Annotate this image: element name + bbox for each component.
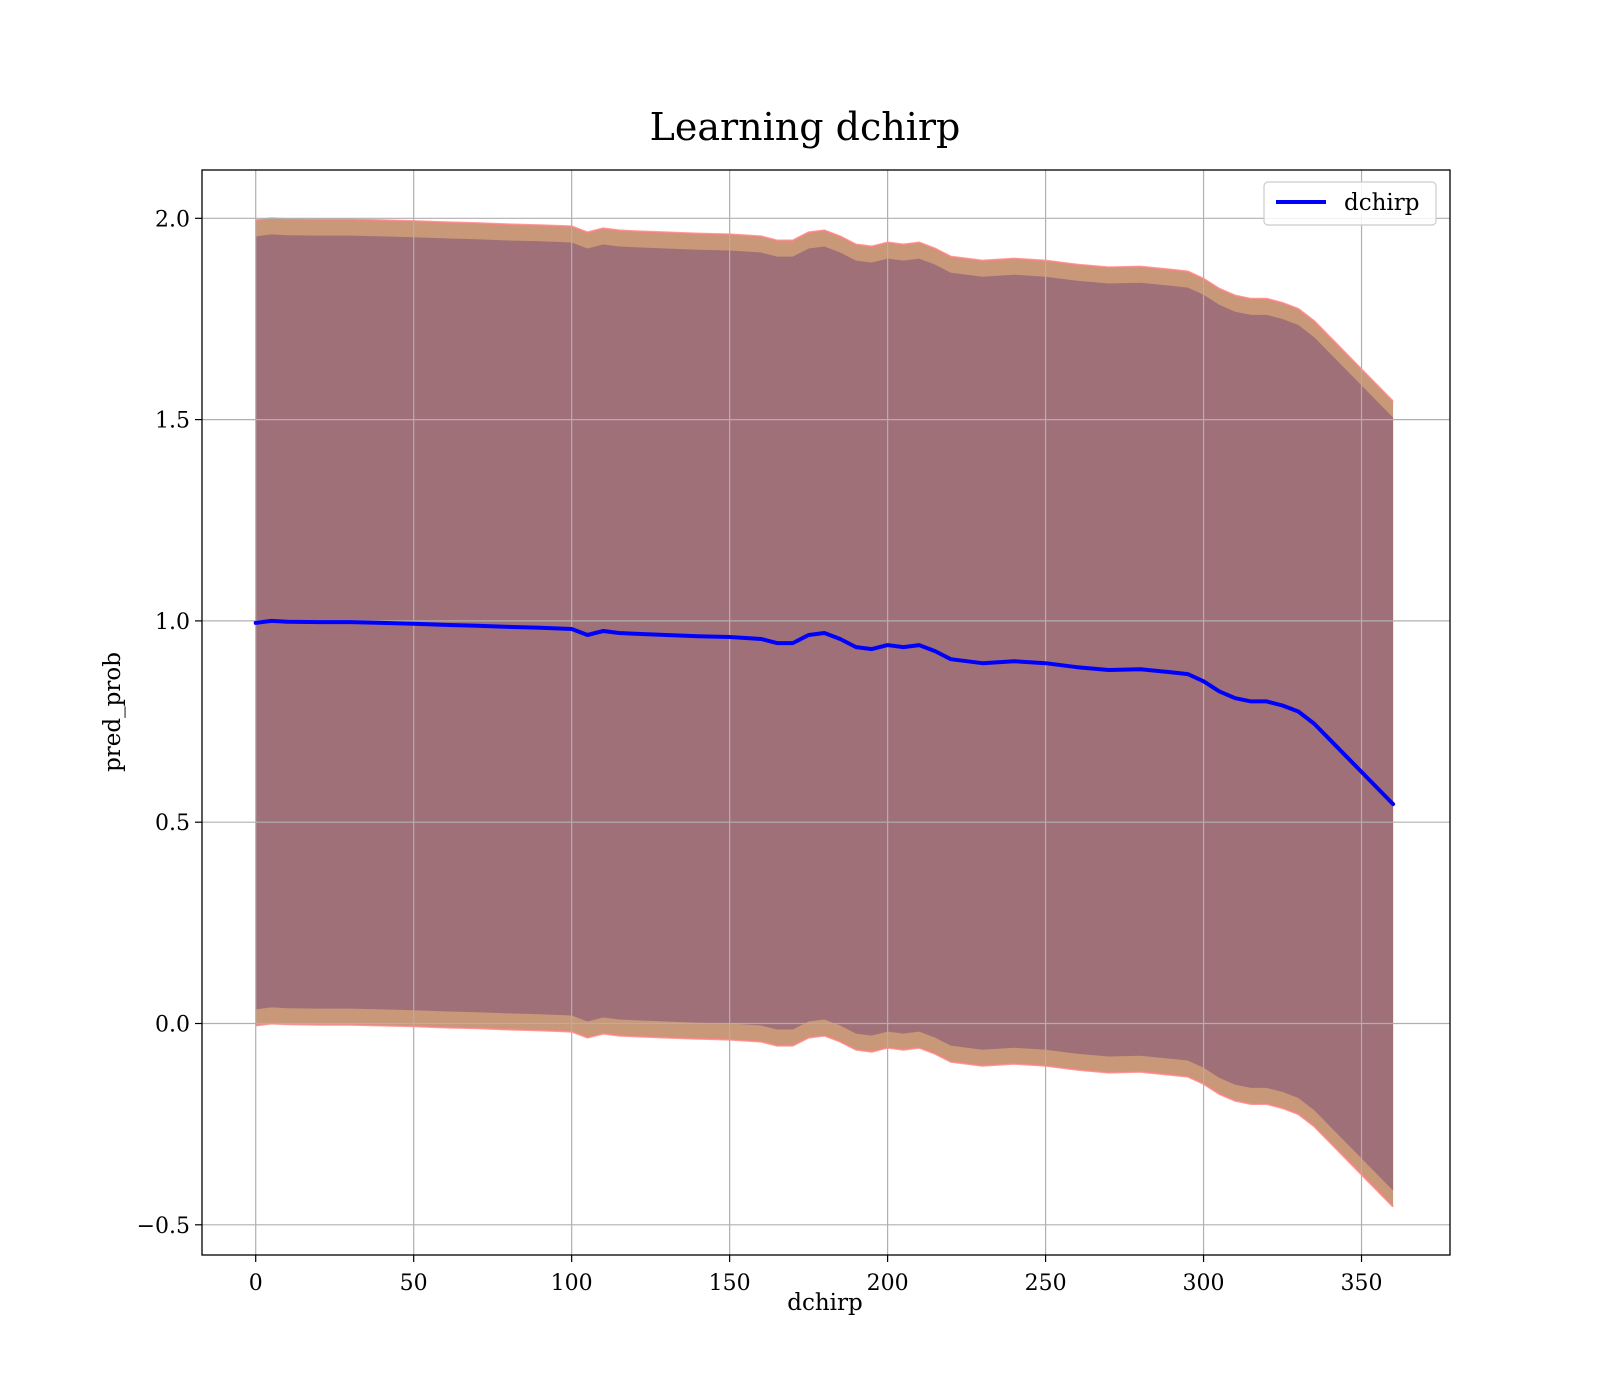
series-line-dchirp (253, 618, 1396, 807)
x-tick-label: 250 (1025, 1271, 1067, 1296)
x-tick-label: 0 (249, 1271, 263, 1296)
y-tick-label: 0.0 (155, 1013, 190, 1038)
y-axis-label: pred_prob (100, 652, 126, 772)
x-tick-label: 50 (400, 1271, 428, 1296)
inner-band (255, 234, 1394, 1191)
chart-title: Learning dchirp (650, 105, 961, 149)
outer-band-upper-edge (255, 217, 1394, 403)
x-tick-label: 350 (1341, 1271, 1383, 1296)
y-tick-label: 1.5 (155, 409, 190, 434)
x-tick-label: 150 (709, 1271, 751, 1296)
legend: dchirp (1263, 181, 1437, 226)
x-tick-label: 200 (867, 1271, 909, 1296)
legend-label-dchirp: dchirp (1344, 190, 1420, 216)
plot-area: 0 50 100 150 200 250 300 350 −0.5 0.0 0.5 1.0 1.5 2.0… (137, 169, 1451, 1296)
outer-band-lower-edge (255, 1022, 1394, 1208)
y-tick-label: 2.0 (155, 207, 190, 232)
y-tick-label: 0.5 (155, 811, 190, 836)
y-tick-label: −0.5 (137, 1214, 190, 1239)
legend-box (1263, 181, 1437, 226)
axes-frame (201, 169, 1451, 1256)
x-axis-label: dchirp (787, 1290, 863, 1316)
x-tick-label: 300 (1183, 1271, 1225, 1296)
y-tick-label: 1.0 (155, 610, 190, 635)
x-tick-label: 100 (551, 1271, 593, 1296)
